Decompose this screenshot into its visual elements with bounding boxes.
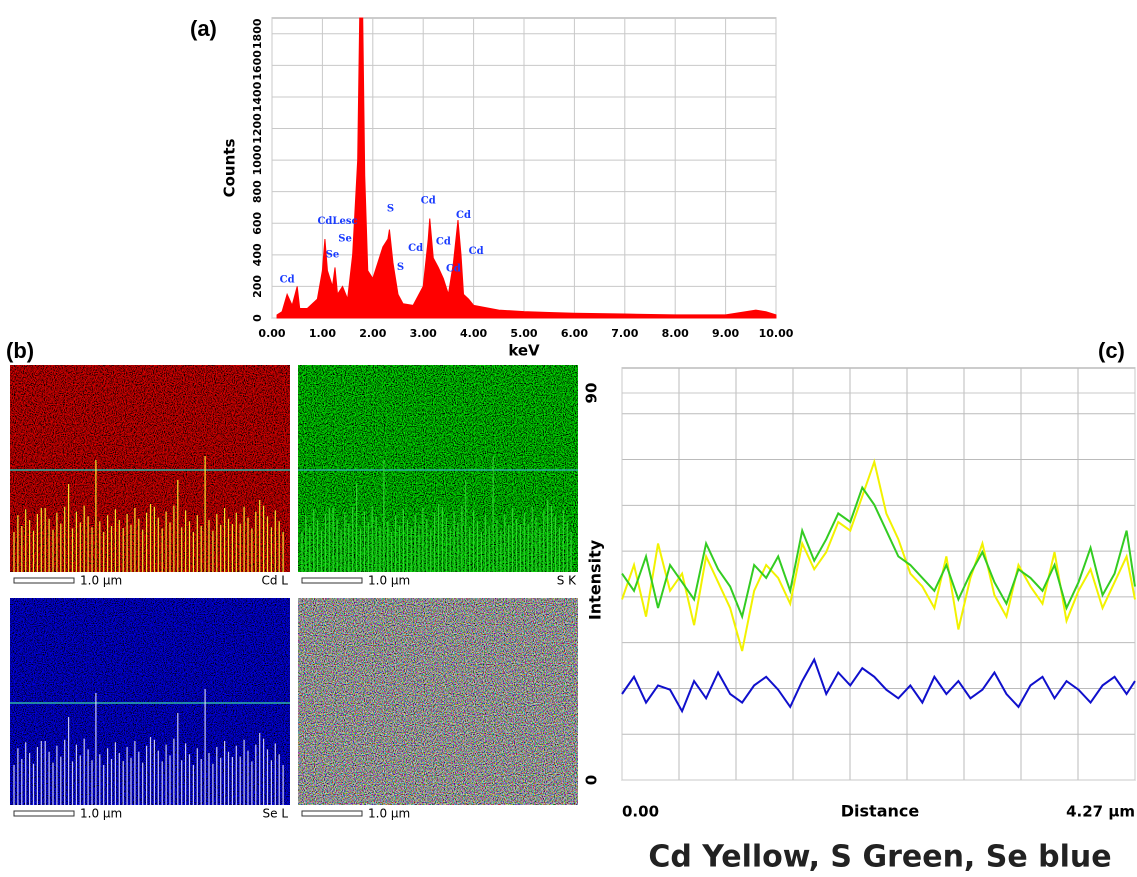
x-axis-label: Distance [841, 802, 920, 821]
y-tick-label: 1800 [251, 18, 264, 49]
peak-label: Cd [436, 237, 451, 248]
peak-label: Cd [280, 275, 295, 286]
y-tick-label: 1600 [251, 50, 264, 81]
profile-line [621, 458, 1136, 652]
peak-label: Se [338, 234, 352, 245]
map-label: Cd L [262, 574, 289, 588]
profile-line [621, 485, 1136, 620]
x-tick-label: 4.27 µm [1066, 803, 1135, 821]
y-tick-label: 0 [251, 314, 264, 322]
scale-bar [13, 810, 75, 817]
y-axis-label: Counts [221, 139, 239, 198]
profile-line [621, 657, 1136, 714]
panel-label: (a) [190, 16, 217, 41]
peak-label: S [387, 204, 394, 215]
x-tick-label: 5.00 [510, 327, 537, 340]
x-tick-label: 1.00 [309, 327, 336, 340]
spectrum-area [276, 17, 777, 319]
peak-label: Cd [421, 196, 436, 207]
peak-label: Cd [408, 243, 423, 254]
x-tick-label: 3.00 [410, 327, 437, 340]
peak-label: Cd [469, 246, 484, 257]
x-tick-label: 8.00 [662, 327, 689, 340]
map-label: Se L [263, 807, 289, 821]
y-tick-label: 1400 [251, 81, 264, 112]
scan-profile [13, 689, 284, 805]
y-tick-label: 400 [251, 243, 264, 266]
scan-profile [13, 456, 284, 572]
x-tick-label: 0.00 [622, 803, 659, 821]
scale-label: 1.0 µm [368, 574, 410, 588]
scale-label: 1.0 µm [80, 574, 122, 588]
peak-label: Cd [456, 210, 471, 221]
x-tick-label: 10.00 [759, 327, 794, 340]
peak-label: Cd [446, 264, 461, 275]
y-tick-label: 600 [251, 211, 264, 234]
x-tick-label: 4.00 [460, 327, 487, 340]
peak-label: Se [326, 249, 340, 260]
y-tick-label: 90 [583, 383, 601, 404]
y-tick-label: 800 [251, 180, 264, 203]
scan-profile [301, 456, 572, 572]
panel-label: (b) [6, 338, 34, 363]
peak-label: CdLesc [317, 216, 357, 227]
x-axis-label: keV [508, 342, 540, 360]
y-tick-label: 200 [251, 275, 264, 298]
peak-label: S [397, 262, 404, 273]
map-label: S K [557, 574, 577, 588]
caption: Cd Yellow, S Green, Se blue [648, 840, 1111, 875]
scale-label: 1.0 µm [80, 807, 122, 821]
y-axis-label: Intensity [586, 539, 605, 620]
element-map [298, 598, 578, 805]
panel-label: (c) [1098, 338, 1125, 363]
y-tick-label: 1000 [251, 144, 264, 175]
scale-bar [301, 577, 363, 584]
x-tick-label: 2.00 [359, 327, 386, 340]
x-tick-label: 6.00 [561, 327, 588, 340]
x-tick-label: 9.00 [712, 327, 739, 340]
y-tick-label: 0 [583, 775, 601, 785]
scale-label: 1.0 µm [368, 807, 410, 821]
scale-bar [13, 577, 75, 584]
x-tick-label: 7.00 [611, 327, 638, 340]
y-tick-label: 1200 [251, 113, 264, 144]
scale-bar [301, 810, 363, 817]
x-tick-label: 0.00 [258, 327, 285, 340]
